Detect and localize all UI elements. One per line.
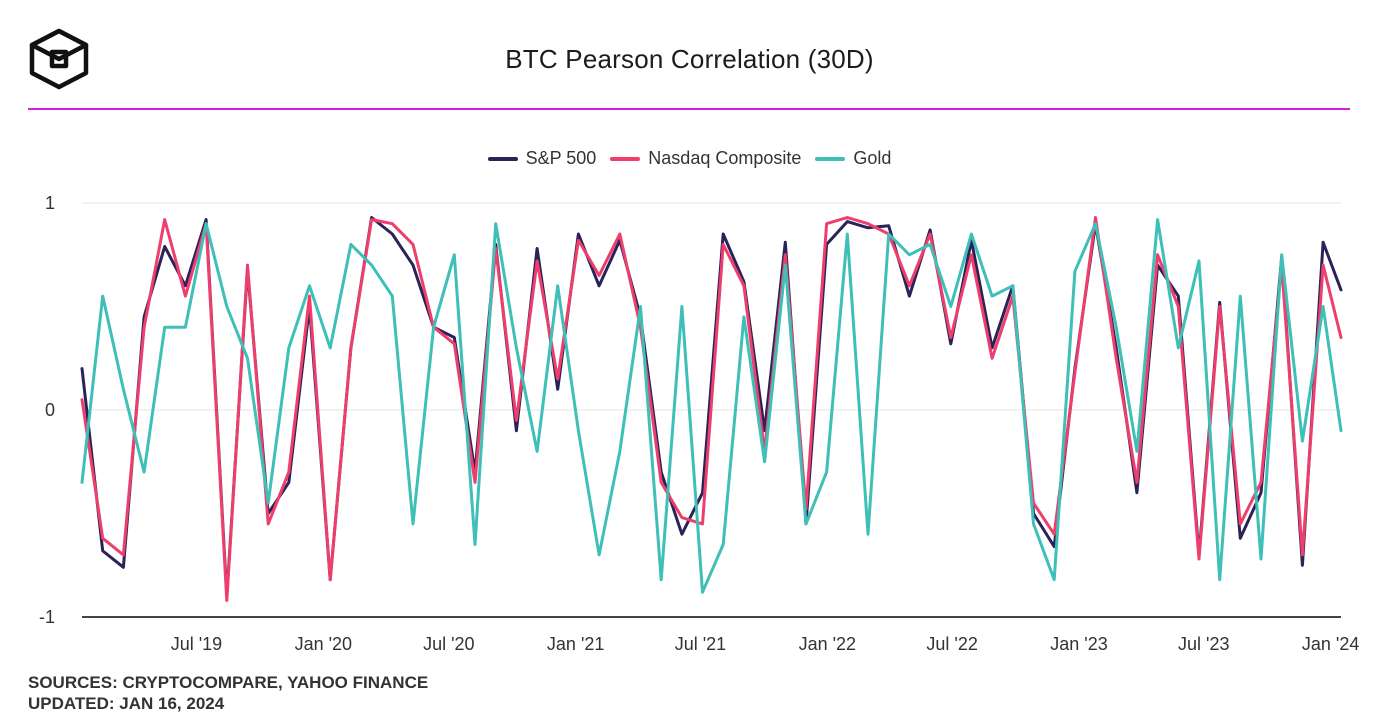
- y-tick-label: 0: [45, 400, 55, 420]
- x-tick-label: Jan '21: [547, 634, 604, 654]
- y-tick-label: -1: [39, 607, 55, 627]
- x-tick-label: Jan '23: [1050, 634, 1107, 654]
- legend-label: S&P 500: [525, 148, 597, 168]
- x-tick-label: Jan '24: [1302, 634, 1359, 654]
- cube-logo-icon: [29, 28, 89, 90]
- y-tick-label: 1: [45, 193, 55, 213]
- x-tick-label: Jul '22: [926, 634, 977, 654]
- sources-note: SOURCES: CRYPTOCOMPARE, YAHOO FINANCE: [28, 673, 429, 692]
- updated-note: UPDATED: JAN 16, 2024: [28, 694, 225, 713]
- legend-swatch: [610, 156, 641, 161]
- legend-label: Nasdaq Composite: [648, 148, 802, 168]
- legend-item: Nasdaq Composite: [610, 148, 801, 169]
- chart-footer: SOURCES: CRYPTOCOMPARE, YAHOO FINANCE UP…: [28, 672, 428, 714]
- x-tick-label: Jan '20: [295, 634, 352, 654]
- legend-swatch: [487, 156, 518, 161]
- series-line-gold: [80, 218, 1343, 594]
- chart-legend: S&P 500 Nasdaq Composite Gold: [0, 148, 1379, 169]
- header-divider: [28, 108, 1350, 110]
- x-axis-ticks: Jul '19 Jan '20 Jul '20 Jan '21 Jul '21 Jan '…: [171, 634, 1360, 654]
- x-tick-label: Jul '23: [1178, 634, 1229, 654]
- x-tick-label: Jul '21: [675, 634, 726, 654]
- brand-logo: [28, 28, 90, 90]
- legend-swatch: [815, 156, 846, 161]
- x-tick-label: Jul '20: [423, 634, 474, 654]
- series-lines: [80, 216, 1343, 602]
- legend-label: Gold: [853, 148, 892, 168]
- chart-title: BTC Pearson Correlation (30D): [505, 44, 874, 74]
- legend-item: S&P 500: [487, 148, 597, 169]
- series-line-nasdaq-composite: [80, 216, 1343, 602]
- x-tick-label: Jan '22: [799, 634, 856, 654]
- legend-item: Gold: [815, 148, 891, 169]
- y-axis-ticks: 1 0 -1: [39, 193, 55, 627]
- x-tick-label: Jul '19: [171, 634, 222, 654]
